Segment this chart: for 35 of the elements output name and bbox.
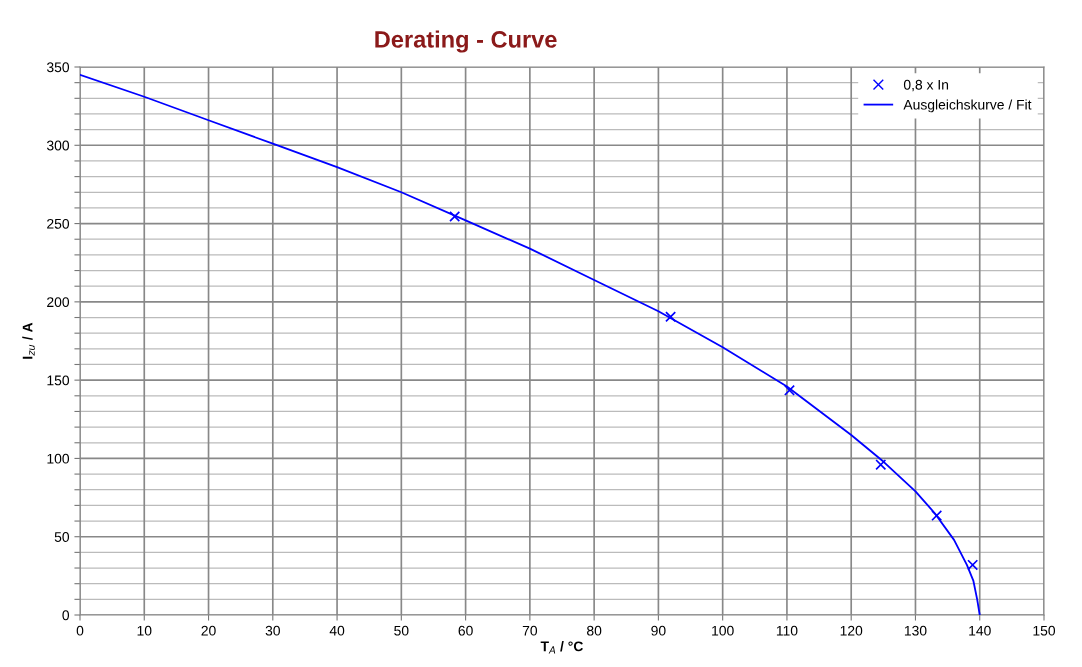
point <box>449 211 461 223</box>
y-tick-label: 300 <box>46 140 70 151</box>
point <box>931 510 943 522</box>
x-tick-label: 100 <box>712 625 734 636</box>
y-tick-label: 0 <box>62 610 70 621</box>
x-tick-label: 10 <box>137 625 152 636</box>
x-tick-label: 120 <box>840 625 863 636</box>
y-axis-title: I$_{zu}$ / A <box>22 322 35 359</box>
x-tick-label: 50 <box>394 625 409 636</box>
y-tick-label: 150 <box>47 375 70 386</box>
chart-title: Derating - Curve <box>375 30 557 53</box>
x-axis-title: T$_{A}$ / °C <box>540 641 583 654</box>
x-tick-label: 0 <box>76 625 84 636</box>
x-tick-label: 80 <box>587 625 602 636</box>
y-tick-label: 350 <box>46 62 70 73</box>
x-tick-label: 60 <box>458 625 473 636</box>
legend-label: Ausgleichskurve / Fit <box>903 99 1032 113</box>
x-tick-label: 70 <box>522 625 538 636</box>
point <box>875 459 887 471</box>
x-tick-label: 150 <box>1033 625 1056 636</box>
x-tick-label: 30 <box>265 625 280 636</box>
point <box>967 559 979 571</box>
y-tick-label: 50 <box>54 532 70 542</box>
y-tick-label: 200 <box>47 297 70 308</box>
x-tick-label: 130 <box>904 625 927 636</box>
x-tick-label: 110 <box>776 625 798 636</box>
y-tick-label: 100 <box>47 453 70 464</box>
y-tick-label: 250 <box>47 218 70 229</box>
x-tick-label: 40 <box>329 625 345 636</box>
legend-label: 0,8 x In <box>903 79 949 92</box>
x-tick-label: 140 <box>969 625 991 636</box>
x-tick-label: 90 <box>651 625 666 636</box>
x-tick-label: 20 <box>201 625 216 636</box>
point <box>665 311 677 323</box>
point <box>784 384 795 396</box>
